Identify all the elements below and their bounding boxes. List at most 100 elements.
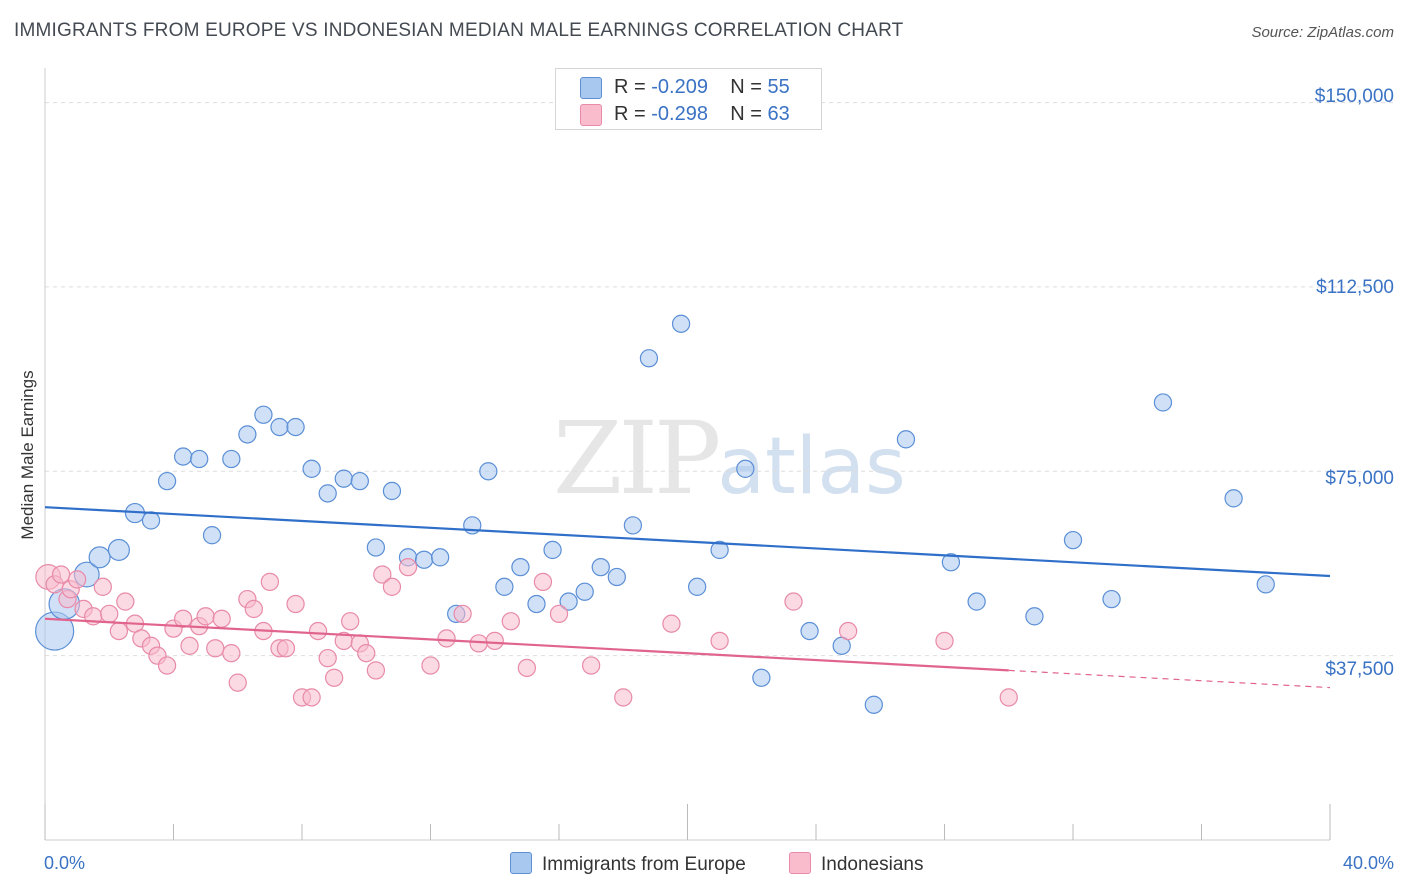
point-indonesians-23 xyxy=(212,609,231,628)
point-europe-3 xyxy=(88,546,111,569)
point-indonesians-45 xyxy=(398,558,418,577)
point-europe-43 xyxy=(800,621,819,641)
x-tick-label-min: 0.0% xyxy=(44,853,86,873)
point-europe-47 xyxy=(941,553,961,572)
point-europe-24 xyxy=(430,548,450,567)
point-indonesians-55 xyxy=(581,656,601,675)
point-indonesians-11 xyxy=(116,592,135,611)
point-europe-39 xyxy=(687,577,707,596)
point-indonesians-29 xyxy=(260,572,280,592)
point-europe-8 xyxy=(173,447,193,466)
legend-item-indonesians[interactable]: Indonesians xyxy=(789,852,923,876)
correlation-legend: R = -0.209 N = 55 R = -0.298 N = 63 xyxy=(555,68,822,130)
point-europe-35 xyxy=(607,567,626,587)
y-tick-label-150000: $150,000 xyxy=(1314,86,1394,107)
point-europe-33 xyxy=(575,582,594,601)
point-europe-14 xyxy=(270,417,289,437)
point-europe-53 xyxy=(1224,489,1243,508)
point-europe-9 xyxy=(190,449,209,469)
point-europe-19 xyxy=(350,471,369,491)
point-indonesians-62 xyxy=(999,688,1018,707)
point-indonesians-25 xyxy=(228,673,247,692)
point-indonesians-31 xyxy=(276,639,296,658)
point-indonesians-5 xyxy=(67,570,87,589)
point-indonesians-60 xyxy=(838,621,858,641)
point-europe-27 xyxy=(479,462,498,481)
point-indonesians-9 xyxy=(100,604,119,624)
point-indonesians-56 xyxy=(614,688,633,707)
point-europe-36 xyxy=(623,516,643,535)
point-indonesians-36 xyxy=(318,648,337,668)
point-europe-30 xyxy=(527,594,546,614)
legend-swatch-europe-bottom xyxy=(510,852,532,874)
legend-label-indonesians: Indonesians xyxy=(821,854,924,875)
n-value-europe: 55 xyxy=(767,76,790,98)
point-europe-17 xyxy=(318,484,337,503)
r-label: R = xyxy=(614,103,652,125)
y-tick-label-37500: $37,500 xyxy=(1325,659,1394,680)
point-indonesians-39 xyxy=(341,612,360,631)
point-indonesians-21 xyxy=(196,607,215,626)
point-europe-51 xyxy=(1102,589,1121,609)
point-indonesians-43 xyxy=(373,565,392,584)
point-europe-31 xyxy=(543,540,562,560)
point-europe-7 xyxy=(157,471,177,491)
point-indonesians-35 xyxy=(308,621,328,641)
watermark: ZIPatlas xyxy=(553,400,906,517)
point-indonesians-46 xyxy=(421,656,440,675)
point-indonesians-8 xyxy=(93,577,112,596)
point-indonesians-47 xyxy=(437,629,456,648)
point-indonesians-19 xyxy=(180,636,199,655)
point-indonesians-42 xyxy=(366,661,386,680)
legend-label-europe: Immigrants from Europe xyxy=(542,854,746,875)
point-indonesians-51 xyxy=(501,612,520,631)
n-label: N = xyxy=(730,103,768,125)
point-europe-40 xyxy=(710,540,729,560)
point-indonesians-52 xyxy=(517,658,537,678)
x-tick-label-max: 40.0% xyxy=(1342,853,1394,873)
legend-item-europe[interactable]: Immigrants from Europe xyxy=(510,852,746,876)
point-europe-48 xyxy=(967,592,986,611)
point-europe-18 xyxy=(334,469,353,488)
point-europe-10 xyxy=(202,526,222,545)
point-indonesians-57 xyxy=(662,614,681,633)
point-europe-34 xyxy=(591,558,610,577)
point-europe-6 xyxy=(141,511,161,530)
point-europe-21 xyxy=(382,481,402,501)
r-label: R = xyxy=(614,76,652,98)
point-europe-16 xyxy=(302,459,321,478)
point-indonesians-16 xyxy=(157,656,177,675)
r-value-europe: -0.209 xyxy=(651,76,708,98)
point-europe-4 xyxy=(107,538,130,561)
point-europe-12 xyxy=(238,425,257,444)
point-europe-13 xyxy=(254,405,273,424)
point-europe-46 xyxy=(896,430,916,449)
point-europe-50 xyxy=(1063,530,1083,550)
point-indonesians-48 xyxy=(453,604,472,624)
point-indonesians-22 xyxy=(206,639,225,658)
y-tick-label-75000: $75,000 xyxy=(1325,468,1394,489)
point-indonesians-41 xyxy=(357,644,376,663)
point-indonesians-44 xyxy=(382,577,402,596)
n-value-indonesians: 63 xyxy=(767,103,790,125)
point-europe-37 xyxy=(639,349,659,368)
point-indonesians-50 xyxy=(485,631,504,651)
point-indonesians-54 xyxy=(549,604,569,624)
point-europe-54 xyxy=(1256,575,1275,594)
legend-swatch-indonesians-bottom xyxy=(789,852,811,874)
point-indonesians-27 xyxy=(244,599,263,619)
point-europe-49 xyxy=(1025,607,1044,626)
source-credit: Source: ZipAtlas.com xyxy=(1251,24,1394,41)
point-europe-45 xyxy=(864,695,883,714)
point-europe-23 xyxy=(414,550,434,569)
trendline-extension-indonesians xyxy=(1008,669,1331,689)
point-indonesians-58 xyxy=(710,631,729,651)
point-indonesians-32 xyxy=(286,594,305,614)
trendline-indonesians xyxy=(44,617,1009,672)
point-europe-15 xyxy=(286,417,305,437)
point-indonesians-2 xyxy=(51,565,71,584)
point-indonesians-34 xyxy=(302,688,321,707)
legend-swatch-indonesians xyxy=(580,104,602,126)
point-indonesians-24 xyxy=(222,644,241,663)
